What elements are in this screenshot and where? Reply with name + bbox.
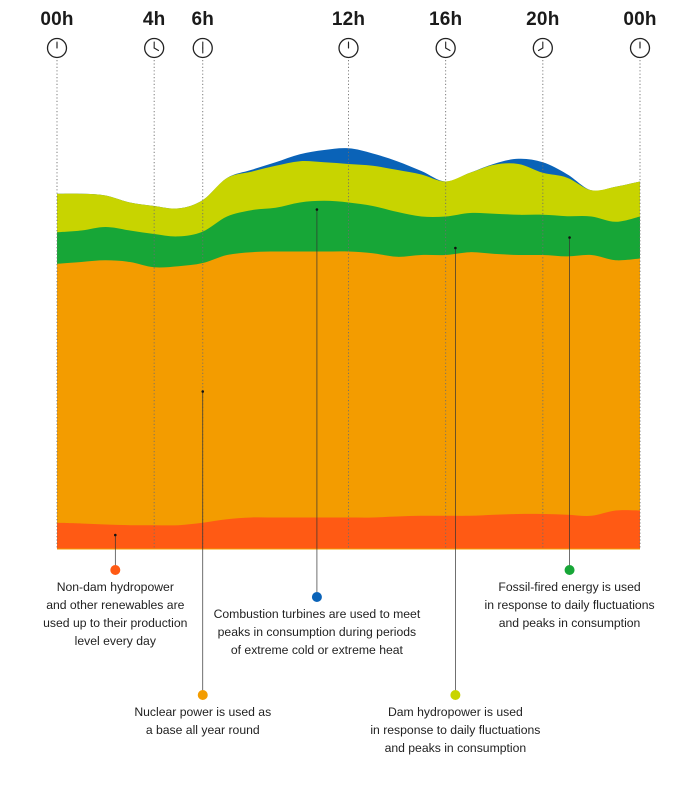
legend-dot-non_dam_hydro (110, 565, 121, 575)
leader-anchor-fossil (568, 236, 571, 239)
annotation-dam_hydro: Dam hydropower is used in response to dai… (350, 703, 560, 757)
leader-anchor-combustion (315, 208, 319, 211)
annotation-line: Combustion turbines are used to meet (213, 607, 421, 621)
annotation-line: and other renewables are (46, 598, 185, 612)
tick-label-6h: 6h (191, 9, 215, 30)
annotation-leaders (110, 208, 575, 700)
clock-icon (192, 37, 213, 59)
annotation-line: and peaks in consumption (384, 741, 527, 755)
annotation-non_dam_hydro: Non-dam hydropower and other renewables a… (30, 578, 200, 650)
annotation-line: in response to daily fluctuations (370, 723, 541, 737)
clock-icon (532, 37, 553, 59)
annotation-line: Non-dam hydropower (56, 580, 174, 594)
clock-hour-hand (537, 47, 544, 52)
annotation-line: and peaks in consumption (498, 616, 641, 630)
tick-label-00h: 00h (623, 9, 657, 30)
clock-icon (144, 37, 165, 59)
legend-dot-combustion (311, 592, 322, 602)
leader-anchor-non_dam_hydro (114, 533, 117, 537)
annotation-line: Fossil-fired energy is used (498, 580, 641, 594)
legend-dot-fossil (564, 565, 575, 575)
clock-hour-hand (153, 47, 160, 52)
clock-icon (338, 37, 359, 59)
annotation-combustion: Combustion turbines are used to meet peak… (197, 605, 437, 659)
annotation-line: in response to daily fluctuations (484, 598, 655, 612)
annotation-line: peaks in consumption during periods (217, 625, 417, 639)
annotation-line: Dam hydropower is used (387, 705, 523, 719)
clock-hour-hand (445, 47, 451, 52)
annotation-line: used up to their production (43, 616, 188, 630)
annotation-line: of extreme cold or extreme heat (230, 643, 403, 657)
hour-gridlines (46, 37, 651, 549)
annotation-line: Nuclear power is used as (134, 705, 272, 719)
clock-icon (435, 37, 456, 59)
clock-icon (629, 37, 651, 59)
tick-label-12h: 12h (331, 9, 366, 30)
tick-label-16h: 16h (428, 9, 463, 30)
tick-label-20h: 20h (526, 9, 560, 30)
leader-anchor-nuclear (201, 390, 205, 393)
legend-dot-nuclear (197, 690, 208, 700)
tick-label-4h: 4h (142, 9, 166, 30)
annotation-line: a base all year round (145, 723, 260, 737)
tick-label-00h: 00h (40, 9, 74, 30)
annotation-fossil: Fossil-fired energy is used in response t… (475, 578, 665, 632)
leader-anchor-dam_hydro (454, 246, 457, 250)
annotation-line: level every day (74, 634, 156, 648)
legend-dot-dam_hydro (450, 690, 461, 700)
annotation-nuclear: Nuclear power is used as a base all year … (118, 703, 288, 739)
clock-icon (46, 37, 68, 59)
